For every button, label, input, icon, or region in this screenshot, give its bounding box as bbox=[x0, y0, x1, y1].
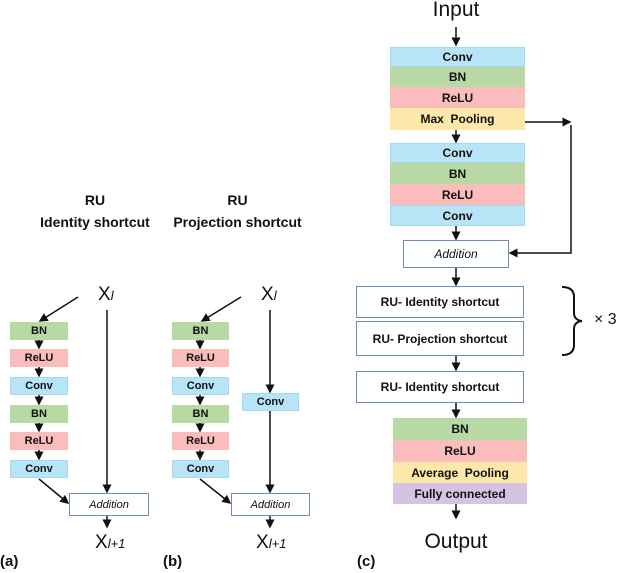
layer-conv: Conv bbox=[10, 377, 68, 395]
layer-bn: BN bbox=[172, 405, 229, 423]
panel-a-title: RU Identity shortcut bbox=[40, 192, 150, 230]
layer-relu: ReLU bbox=[390, 87, 525, 108]
layer-relu: ReLU bbox=[10, 349, 68, 367]
layer-relu: ReLU bbox=[393, 440, 527, 462]
arrow bbox=[38, 296, 79, 322]
layer-relu: ReLU bbox=[10, 432, 68, 450]
panel-c-label: (c) bbox=[357, 553, 376, 570]
repeat-brace bbox=[561, 286, 583, 356]
panel-a-label: (a) bbox=[0, 553, 19, 570]
layer-conv: Conv bbox=[10, 460, 68, 478]
layer-relu: ReLU bbox=[172, 432, 229, 450]
addition-node: Addition bbox=[69, 493, 149, 516]
panel-a-input: Xl bbox=[98, 284, 114, 305]
layer-max-pooling: Max Pooling bbox=[390, 108, 525, 130]
layer-relu: ReLU bbox=[172, 349, 229, 367]
repeat-label: × 3 bbox=[594, 311, 617, 328]
layer-conv: Conv bbox=[172, 377, 229, 395]
layer-bn: BN bbox=[10, 322, 68, 340]
addition-node: Addition bbox=[403, 240, 509, 268]
layer-bn: BN bbox=[172, 322, 229, 340]
panel-b-label: (b) bbox=[163, 553, 183, 570]
layer-conv: Conv bbox=[390, 47, 525, 67]
input-label: Input bbox=[432, 0, 480, 21]
layer-conv: Conv bbox=[390, 143, 525, 163]
panel-b-output: Xl+1 bbox=[256, 532, 287, 553]
ru-identity-block: RU- Identity shortcut bbox=[356, 286, 524, 318]
layer-average-pooling: Average Pooling bbox=[393, 462, 527, 483]
layer-bn: BN bbox=[393, 418, 527, 440]
layer-bn: BN bbox=[390, 163, 525, 184]
panel-b-input: Xl bbox=[261, 284, 277, 305]
ru-identity-block: RU- Identity shortcut bbox=[356, 371, 524, 403]
shortcut-conv: Conv bbox=[242, 393, 299, 411]
panel-b-title: RU Projection shortcut bbox=[173, 192, 302, 230]
layer-bn: BN bbox=[390, 67, 525, 87]
layer-bn: BN bbox=[10, 405, 68, 423]
panel-a-output: Xl+1 bbox=[95, 532, 126, 553]
output-label: Output bbox=[424, 530, 488, 553]
layer-relu: ReLU bbox=[390, 184, 525, 205]
ru-projection-block: RU- Projection shortcut bbox=[356, 321, 524, 356]
addition-node: Addition bbox=[231, 493, 310, 516]
layer-fully-connected: Fully connected bbox=[393, 483, 527, 504]
layer-conv: Conv bbox=[172, 460, 229, 478]
layer-conv: Conv bbox=[390, 205, 525, 226]
